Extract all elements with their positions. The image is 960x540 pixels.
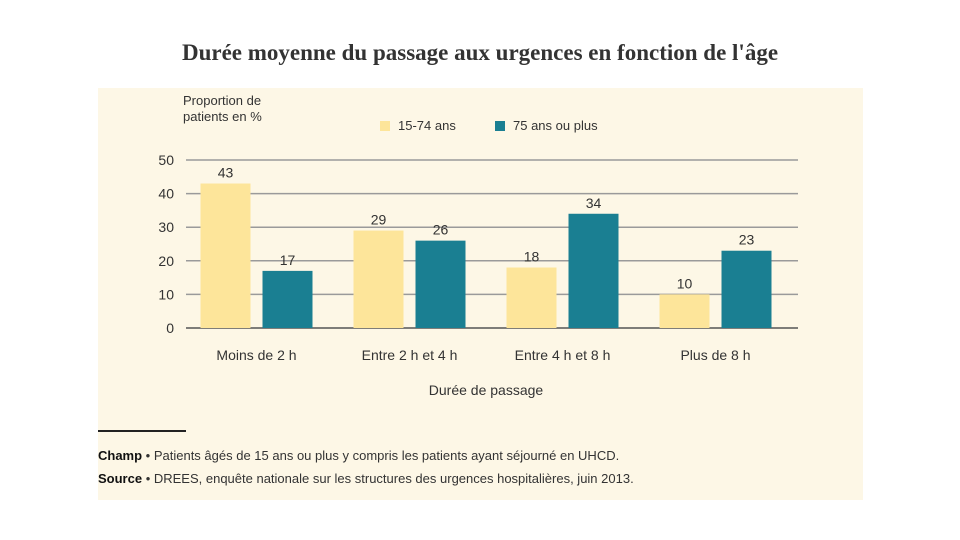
y-axis-label-line-1: Proportion de <box>183 93 262 108</box>
legend-item-75-plus: 75 ans ou plus <box>495 118 598 133</box>
bar-chart: 0 10 20 30 40 50 43 17 Moins de 2 h 29 26 Entre 2 h… <box>158 152 798 398</box>
x-tick-label-2: Entre 4 h et 8 h <box>515 347 611 363</box>
footer-source-label: Source <box>98 471 143 486</box>
bar-75-plus-1 <box>415 240 466 328</box>
legend-label-15-74: 15-74 ans <box>398 118 456 133</box>
y-axis-label-line-2: patients en % <box>183 109 262 124</box>
x-tick-label-1: Entre 2 h et 4 h <box>362 347 458 363</box>
y-tick-label-50: 50 <box>158 152 174 168</box>
data-label-75-plus-3: 23 <box>739 232 755 248</box>
data-label-15-74-1: 29 <box>371 212 387 228</box>
footer-source: Source • DREES, enquête nationale sur le… <box>98 471 634 486</box>
y-tick-label-20: 20 <box>158 253 174 269</box>
legend-label-75-plus: 75 ans ou plus <box>513 118 598 133</box>
bar-15-74-1 <box>353 230 404 328</box>
data-label-75-plus-0: 17 <box>280 252 296 268</box>
data-label-15-74-3: 10 <box>677 275 693 291</box>
bar-15-74-2 <box>506 267 557 328</box>
data-label-15-74-2: 18 <box>524 249 540 265</box>
x-tick-label-0: Moins de 2 h <box>216 347 296 363</box>
x-tick-label-3: Plus de 8 h <box>680 347 750 363</box>
data-label-75-plus-1: 26 <box>433 222 449 238</box>
footer-source-text: • DREES, enquête nationale sur les struc… <box>142 471 634 486</box>
y-axis-label: Proportion de patients en % <box>183 93 262 125</box>
footer-divider <box>98 430 186 432</box>
legend-swatch-15-74 <box>380 120 390 131</box>
data-label-75-plus-2: 34 <box>586 195 602 211</box>
footer-champ: Champ • Patients âgés de 15 ans ou plus … <box>98 448 619 463</box>
y-tick-label-30: 30 <box>158 219 174 235</box>
page-title: Durée moyenne du passage aux urgences en… <box>181 40 779 65</box>
bar-15-74-0 <box>200 183 251 328</box>
y-tick-label-40: 40 <box>158 186 174 202</box>
bar-75-plus-0 <box>262 270 313 328</box>
legend-item-15-74: 15-74 ans <box>380 118 456 133</box>
chart-panel: Proportion de patients en % 15-74 ans 75… <box>98 88 863 500</box>
data-label-15-74-0: 43 <box>218 165 234 181</box>
bar-75-plus-2 <box>568 213 619 328</box>
y-tick-label-10: 10 <box>158 286 174 302</box>
legend-swatch-75-plus <box>495 120 505 131</box>
x-axis-title: Durée de passage <box>429 382 544 398</box>
bar-15-74-3 <box>659 294 710 328</box>
footer-champ-text: • Patients âgés de 15 ans ou plus y comp… <box>142 448 620 463</box>
footer-champ-label: Champ <box>98 448 143 463</box>
bar-75-plus-3 <box>721 250 772 328</box>
y-tick-label-0: 0 <box>166 320 174 336</box>
